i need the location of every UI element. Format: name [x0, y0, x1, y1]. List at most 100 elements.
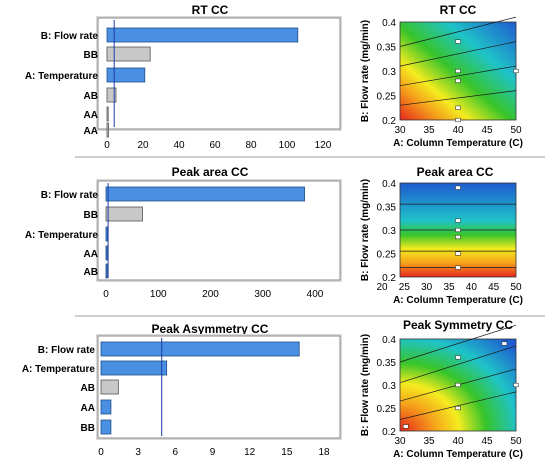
y-tick-label: 0.2	[382, 427, 396, 438]
design-point	[455, 117, 461, 123]
x-tick-label: 20	[376, 282, 388, 293]
x-tick-label: 35	[423, 125, 435, 136]
bar	[100, 341, 300, 357]
panel-title-rt: RT CC	[192, 3, 229, 17]
x-tick-label: 40	[173, 140, 185, 151]
bar	[106, 46, 151, 62]
x-tick-label: 40	[466, 282, 478, 293]
x-tick-label: 50	[510, 282, 522, 293]
bar	[100, 360, 168, 376]
category-label: AB	[84, 267, 98, 278]
contour-line	[399, 65, 517, 87]
design-point	[455, 68, 461, 74]
bar	[105, 186, 305, 202]
contour-title-rt: RT CC	[440, 3, 477, 17]
panel-title-peak-asymmetry: Peak Asymmetry CC	[152, 322, 269, 336]
design-point	[455, 355, 461, 360]
design-point	[455, 218, 461, 223]
design-point	[455, 251, 461, 256]
y-axis-label: B: Flow rate (mg/min)	[360, 20, 371, 122]
category-label: AA	[84, 110, 98, 121]
contour-line	[399, 41, 517, 67]
x-tick-label: 35	[423, 436, 435, 447]
x-tick-label: 100	[150, 289, 167, 300]
y-tick-label: 0.35	[377, 43, 397, 54]
category-label: A: Temperature	[22, 364, 96, 375]
bar	[105, 226, 108, 242]
design-point	[455, 405, 461, 411]
contour-line	[399, 324, 517, 363]
x-tick-label: 25	[399, 282, 411, 293]
x-tick-label: 45	[481, 436, 493, 447]
y-tick-label: 0.35	[377, 358, 397, 369]
contour-plot-peak-area: 0.2 0.25 0.3 0.35 0.4 20 25 30 35 40 45 50 A: Column…	[360, 179, 523, 306]
contour-line	[399, 391, 517, 420]
contour-title-peak-symmetry: Peak Symmetry CC	[403, 318, 513, 332]
bar	[106, 67, 146, 83]
design-point	[455, 185, 461, 190]
category-label: B: Flow rate	[38, 345, 96, 356]
category-label: AB	[84, 91, 98, 102]
x-tick-label: 12	[244, 447, 256, 458]
contour-line	[399, 90, 517, 106]
category-label: B: Flow rate	[41, 190, 99, 201]
bar	[105, 206, 143, 222]
y-tick-label: 0.35	[377, 203, 397, 214]
y-tick-label: 0.2	[382, 116, 396, 127]
pareto-chart-rt: B: Flow rate BB A: Temperature AB AA AA 0 20 40 6…	[25, 16, 342, 151]
category-label: BB	[81, 423, 95, 434]
bar	[100, 419, 112, 435]
category-label: BB	[84, 210, 98, 221]
y-tick-label: 0.3	[382, 67, 396, 78]
pareto-chart-peak-area: B: Flow rate BB A: Temperature AA AB 0 100 200 3…	[25, 179, 342, 300]
y-tick-label: 0.2	[382, 273, 396, 284]
x-axis-label: A: Column Temperature (C)	[393, 295, 523, 306]
contour-line	[399, 16, 517, 47]
contour-plot-peak-symmetry: 0.2 0.25 0.3 0.35 0.4 30 35 40 45 50 A: Column Tem…	[360, 324, 523, 460]
category-label: AA	[81, 403, 95, 414]
x-tick-label: 30	[394, 436, 406, 447]
bar	[105, 245, 108, 261]
x-tick-label: 45	[481, 125, 493, 136]
x-tick-label: 18	[318, 447, 330, 458]
x-tick-label: 45	[488, 282, 500, 293]
x-tick-label: 35	[443, 282, 455, 293]
contour-line	[399, 345, 517, 384]
design-point	[455, 39, 461, 44]
category-label: A: Temperature	[25, 71, 99, 82]
category-label: AB	[81, 383, 95, 394]
x-tick-label: 400	[307, 289, 324, 300]
x-tick-label: 50	[510, 436, 522, 447]
design-point	[455, 382, 461, 388]
design-point	[501, 341, 508, 346]
design-point	[455, 227, 461, 233]
y-tick-label: 0.4	[382, 179, 396, 190]
category-label: AA	[84, 126, 98, 137]
design-point	[455, 78, 461, 83]
x-tick-label: 9	[210, 447, 216, 458]
y-tick-label: 0.3	[382, 381, 396, 392]
y-tick-label: 0.4	[382, 335, 396, 346]
x-tick-label: 6	[173, 447, 179, 458]
design-point	[455, 265, 461, 270]
x-tick-label: 30	[421, 282, 433, 293]
design-point	[455, 105, 461, 110]
x-tick-label: 300	[254, 289, 271, 300]
y-tick-label: 0.25	[377, 404, 397, 415]
y-tick-label: 0.4	[382, 18, 396, 29]
x-tick-label: 200	[202, 289, 219, 300]
x-tick-label: 0	[98, 447, 104, 458]
contour-plot-rt: 0.2 0.25 0.3 0.35 0.4 30 35 40 45 50 A: Column Tem…	[360, 16, 523, 149]
design-point	[403, 424, 409, 429]
bar	[106, 87, 117, 103]
bar	[100, 399, 112, 415]
y-tick-label: 0.25	[377, 92, 397, 103]
x-tick-label: 0	[103, 289, 109, 300]
design-point	[455, 235, 461, 240]
x-tick-label: 15	[281, 447, 293, 458]
x-tick-label: 80	[245, 140, 257, 151]
design-point	[513, 382, 519, 388]
x-tick-label: 40	[452, 436, 464, 447]
x-tick-label: 120	[315, 140, 332, 151]
